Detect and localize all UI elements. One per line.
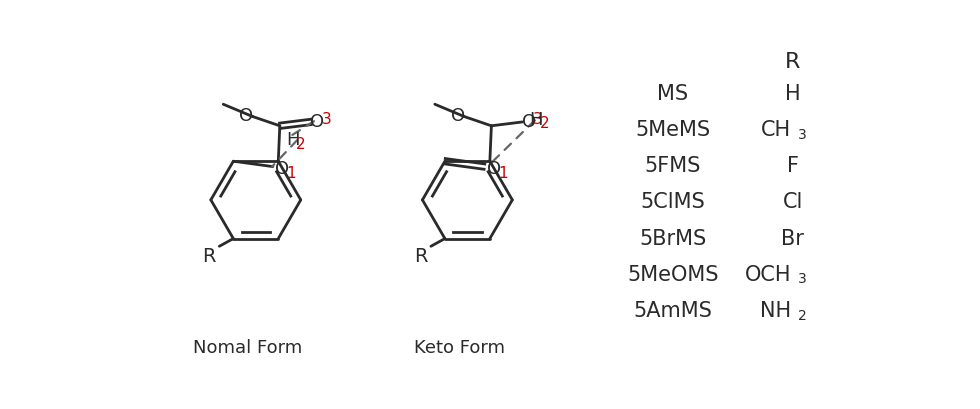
- Text: O: O: [275, 160, 289, 178]
- Text: 5MeMS: 5MeMS: [635, 120, 710, 140]
- Text: 5FMS: 5FMS: [645, 156, 701, 176]
- Text: O: O: [487, 160, 501, 178]
- Text: 2: 2: [540, 116, 550, 131]
- Text: O: O: [451, 107, 465, 125]
- Text: MS: MS: [658, 84, 688, 103]
- Text: H: H: [286, 131, 299, 149]
- Text: 3: 3: [533, 111, 543, 126]
- Text: 5BrMS: 5BrMS: [639, 228, 707, 248]
- Text: 2: 2: [798, 308, 807, 322]
- Text: 2: 2: [296, 136, 306, 151]
- Text: H: H: [529, 110, 543, 128]
- Text: F: F: [787, 156, 799, 176]
- Text: O: O: [310, 113, 324, 131]
- Text: R: R: [785, 52, 801, 72]
- Text: O: O: [239, 107, 254, 125]
- Text: 5MeOMS: 5MeOMS: [627, 264, 718, 284]
- Text: 3: 3: [798, 127, 807, 142]
- Text: 5ClMS: 5ClMS: [640, 192, 706, 212]
- Text: 1: 1: [498, 166, 508, 181]
- Text: 3: 3: [798, 272, 807, 286]
- Text: R: R: [203, 246, 216, 265]
- Text: H: H: [785, 84, 801, 103]
- Text: 3: 3: [321, 111, 331, 126]
- Text: Br: Br: [781, 228, 805, 248]
- Text: Nomal Form: Nomal Form: [193, 338, 303, 356]
- Text: OCH: OCH: [745, 264, 791, 284]
- Text: CH: CH: [761, 120, 791, 140]
- Text: R: R: [415, 246, 427, 265]
- Text: Keto Form: Keto Form: [415, 338, 505, 356]
- Text: O: O: [521, 113, 536, 131]
- Text: NH: NH: [760, 300, 791, 320]
- Text: 1: 1: [286, 166, 296, 181]
- Text: Cl: Cl: [783, 192, 803, 212]
- Text: 5AmMS: 5AmMS: [633, 300, 712, 320]
